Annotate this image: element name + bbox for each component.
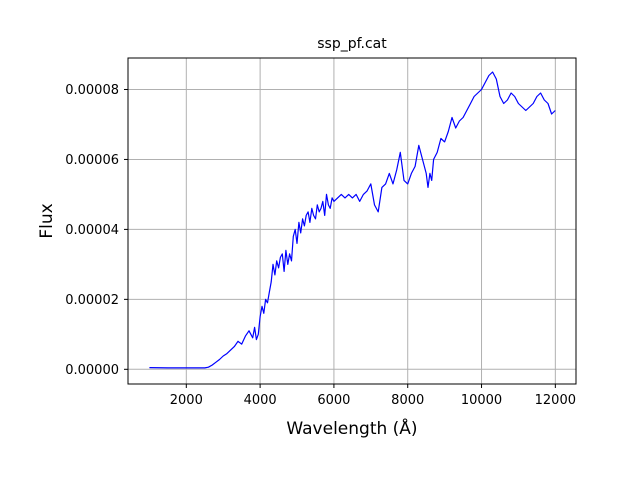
x-tick-label: 12000 [535, 393, 576, 408]
plot-area [149, 71, 556, 369]
y-axis-label: Flux [37, 203, 57, 238]
y-tick-label: 0.00008 [65, 83, 119, 98]
spectrum-line [149, 71, 556, 369]
x-tick-label: 10000 [461, 393, 502, 408]
x-tick-label: 2000 [170, 393, 203, 408]
x-tick-label: 4000 [244, 393, 277, 408]
y-axis: 0.00000 0.00002 0.00004 0.00006 0.00008 [65, 83, 128, 378]
grid-layer [128, 58, 576, 384]
y-tick-label: 0.00006 [65, 153, 119, 168]
x-axis-label: Wavelength (Å) [286, 417, 417, 439]
chart-title: ssp_pf.cat [317, 36, 387, 52]
x-axis: 2000 4000 6000 8000 10000 12000 [170, 384, 576, 408]
x-tick-label: 8000 [391, 393, 424, 408]
y-tick-label: 0.00002 [65, 293, 119, 308]
y-tick-label: 0.00004 [65, 223, 119, 238]
x-tick-label: 6000 [317, 393, 350, 408]
y-tick-label: 0.00000 [65, 363, 119, 378]
axes-frame [127, 57, 577, 385]
